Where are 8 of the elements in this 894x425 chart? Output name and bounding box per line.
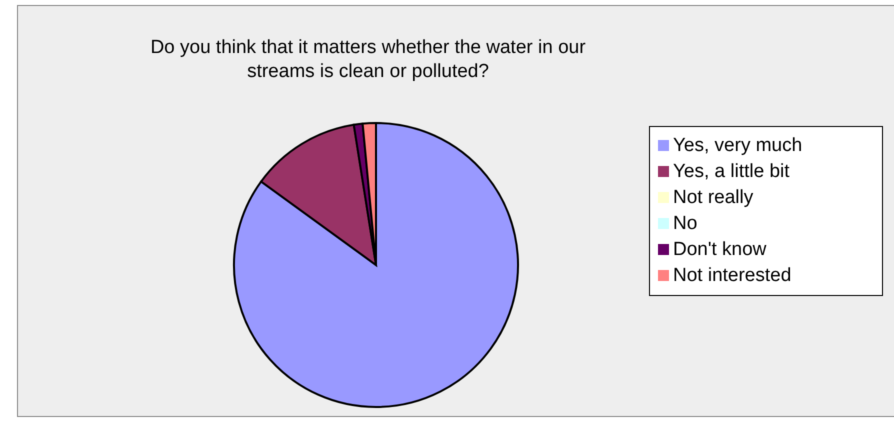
legend-label: Not interested <box>673 265 792 286</box>
legend-label: Yes, very much <box>673 135 802 156</box>
legend-label: Don't know <box>673 239 766 260</box>
legend-label: No <box>673 213 698 234</box>
legend-label: Yes, a little bit <box>673 161 790 182</box>
pie-slice <box>233 122 519 408</box>
chart-title: Do you think that it matters whether the water in our streams is clean or polluted? <box>149 36 587 84</box>
legend-label: Not really <box>673 187 754 208</box>
